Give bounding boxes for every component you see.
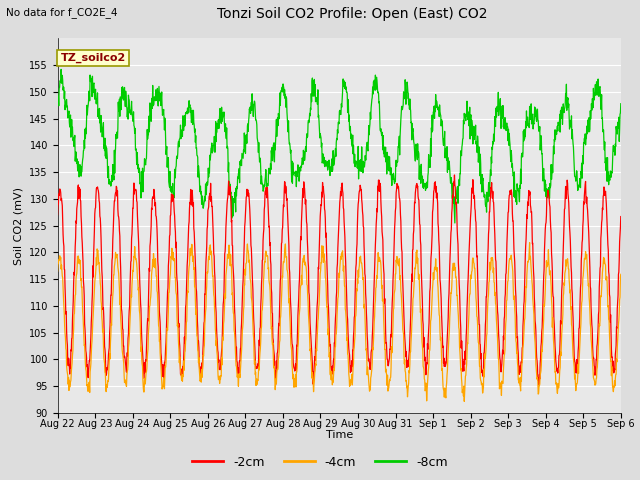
Text: Tonzi Soil CO2 Profile: Open (East) CO2: Tonzi Soil CO2 Profile: Open (East) CO2 xyxy=(217,7,487,21)
X-axis label: Time: Time xyxy=(326,431,353,441)
Y-axis label: Soil CO2 (mV): Soil CO2 (mV) xyxy=(13,187,24,264)
Text: No data for f_CO2E_4: No data for f_CO2E_4 xyxy=(6,7,118,18)
Text: TZ_soilco2: TZ_soilco2 xyxy=(60,53,125,63)
Legend: -2cm, -4cm, -8cm: -2cm, -4cm, -8cm xyxy=(187,451,453,474)
